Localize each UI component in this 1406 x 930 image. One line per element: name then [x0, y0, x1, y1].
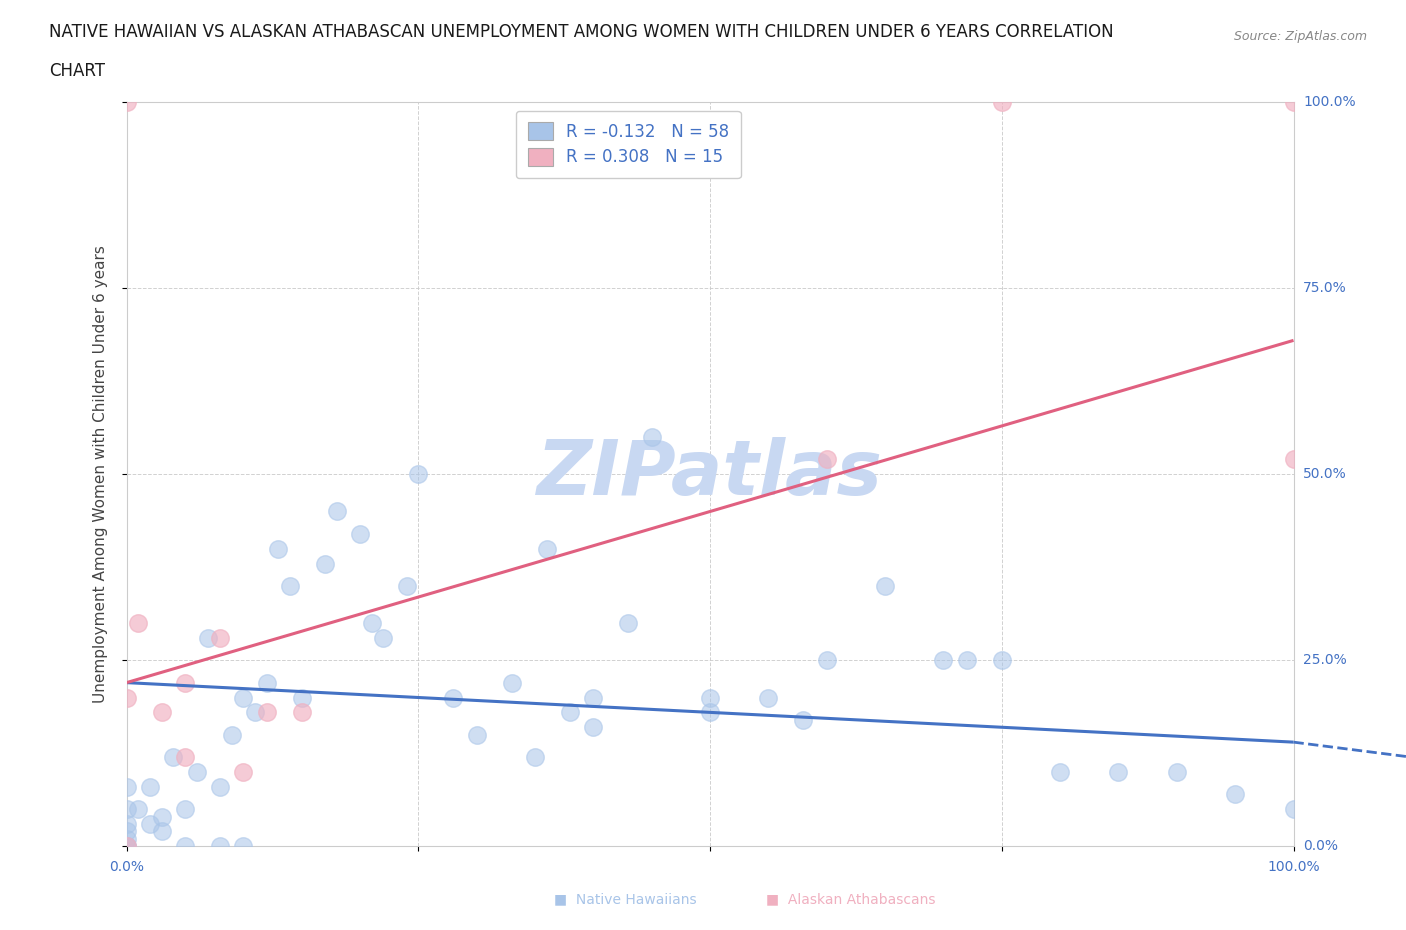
Point — [150, 824, 173, 839]
Point — [1282, 452, 1305, 467]
Point — [558, 705, 581, 720]
Point — [115, 95, 138, 110]
Text: 75.0%: 75.0% — [1303, 281, 1347, 296]
Text: Source: ZipAtlas.com: Source: ZipAtlas.com — [1233, 30, 1367, 43]
Point — [115, 817, 138, 831]
Point — [115, 824, 138, 839]
Point — [1108, 764, 1130, 779]
Text: ■  Alaskan Athabascans: ■ Alaskan Athabascans — [766, 893, 935, 907]
Point — [243, 705, 266, 720]
Point — [617, 616, 640, 631]
Point — [290, 705, 312, 720]
Point — [932, 653, 955, 668]
Text: CHART: CHART — [49, 62, 105, 80]
Text: 0.0%: 0.0% — [110, 860, 143, 874]
Point — [990, 95, 1012, 110]
Point — [150, 705, 173, 720]
Point — [360, 616, 382, 631]
Point — [1223, 787, 1247, 802]
Point — [314, 556, 336, 571]
Point — [221, 727, 243, 742]
Point — [524, 750, 547, 764]
Point — [1282, 95, 1305, 110]
Point — [150, 809, 173, 824]
Text: NATIVE HAWAIIAN VS ALASKAN ATHABASCAN UNEMPLOYMENT AMONG WOMEN WITH CHILDREN UND: NATIVE HAWAIIAN VS ALASKAN ATHABASCAN UN… — [49, 23, 1114, 41]
Point — [1166, 764, 1188, 779]
Point — [699, 690, 721, 705]
Point — [127, 802, 149, 817]
Point — [465, 727, 488, 742]
Text: 0.0%: 0.0% — [1303, 839, 1339, 854]
Point — [232, 839, 254, 854]
Point — [325, 504, 347, 519]
Point — [256, 675, 278, 690]
Point — [815, 452, 838, 467]
Text: 100.0%: 100.0% — [1303, 95, 1355, 110]
Point — [174, 839, 197, 854]
Point — [115, 839, 138, 854]
Point — [162, 750, 184, 764]
Y-axis label: Unemployment Among Women with Children Under 6 years: Unemployment Among Women with Children U… — [93, 246, 108, 703]
Point — [139, 779, 162, 794]
Point — [174, 802, 197, 817]
Point — [536, 541, 558, 556]
Point — [115, 802, 138, 817]
Point — [256, 705, 278, 720]
Point — [290, 690, 312, 705]
Point — [267, 541, 290, 556]
Point — [441, 690, 464, 705]
Point — [815, 653, 838, 668]
Text: ZIPatlas: ZIPatlas — [537, 437, 883, 512]
Point — [373, 631, 395, 645]
Point — [174, 675, 197, 690]
Point — [186, 764, 208, 779]
Point — [395, 578, 418, 593]
Point — [232, 690, 254, 705]
Text: 25.0%: 25.0% — [1303, 653, 1347, 668]
Point — [208, 839, 231, 854]
Point — [990, 653, 1012, 668]
Point — [115, 839, 138, 854]
Point — [115, 831, 138, 846]
Point — [699, 705, 721, 720]
Text: 100.0%: 100.0% — [1267, 860, 1320, 874]
Point — [1282, 802, 1305, 817]
Text: ■  Native Hawaiians: ■ Native Hawaiians — [554, 893, 697, 907]
Point — [1049, 764, 1071, 779]
Point — [582, 720, 605, 735]
Point — [174, 750, 197, 764]
Point — [115, 690, 138, 705]
Point — [792, 712, 814, 727]
Point — [115, 779, 138, 794]
Point — [956, 653, 979, 668]
Point — [408, 467, 430, 482]
Point — [875, 578, 897, 593]
Text: 50.0%: 50.0% — [1303, 467, 1347, 482]
Legend: R = -0.132   N = 58, R = 0.308   N = 15: R = -0.132 N = 58, R = 0.308 N = 15 — [516, 111, 741, 178]
Point — [115, 839, 138, 854]
Point — [232, 764, 254, 779]
Point — [349, 526, 371, 541]
Point — [278, 578, 301, 593]
Point — [582, 690, 605, 705]
Point — [208, 779, 231, 794]
Point — [756, 690, 779, 705]
Point — [208, 631, 231, 645]
Point — [640, 430, 664, 445]
Point — [501, 675, 523, 690]
Point — [139, 817, 162, 831]
Point — [197, 631, 219, 645]
Point — [127, 616, 149, 631]
